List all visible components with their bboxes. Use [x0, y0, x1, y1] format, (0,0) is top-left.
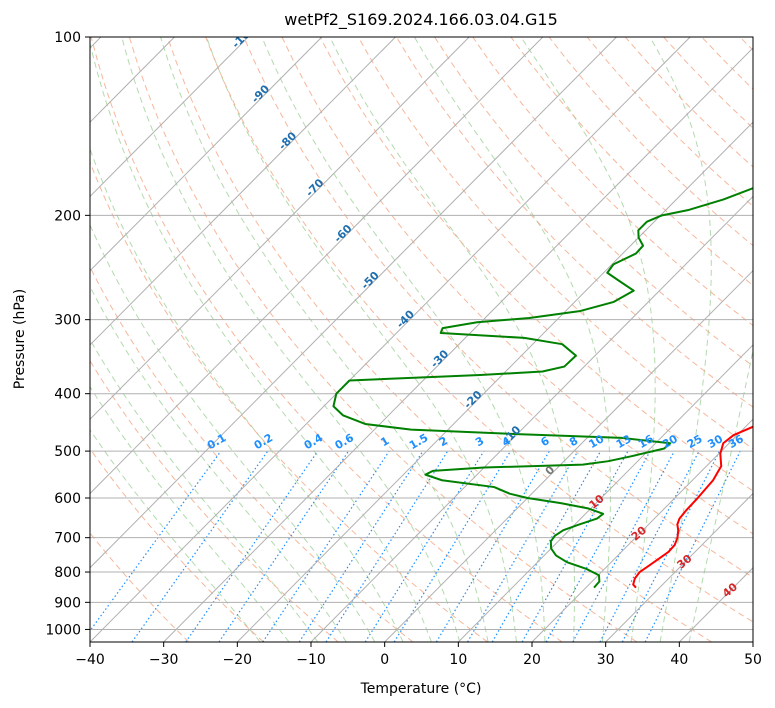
moist-adiabats	[90, 37, 753, 642]
moist-adiabat-line	[520, 37, 656, 642]
y-tick-label: 100	[54, 30, 81, 46]
dry-adiabat-line	[396, 37, 753, 408]
x-tick-label: 40	[670, 652, 688, 668]
y-tick-label: 600	[54, 491, 81, 507]
dry-adiabat-line	[205, 37, 753, 623]
moist-adiabat-line	[90, 338, 319, 642]
x-tick-label: −40	[75, 652, 105, 668]
isotherm-line	[457, 344, 753, 642]
mixing-ratio-line	[218, 450, 350, 642]
isotherm-line	[384, 269, 753, 642]
profile-series	[332, 187, 753, 589]
mixing-ratio-line	[521, 450, 629, 642]
dry-adiabat-line	[90, 37, 563, 642]
mixing-ratio-line	[435, 450, 550, 642]
dry-adiabat-line	[281, 37, 753, 535]
y-axis-ticks: 100 200 300 400 500 600 700 800 900 1000	[45, 30, 90, 638]
dry-adiabat-line	[90, 265, 414, 642]
mixing-ratio-line	[491, 450, 602, 642]
moist-adiabat-line	[206, 37, 517, 642]
y-tick-label: 200	[54, 208, 81, 224]
moist-adiabat-line	[90, 147, 404, 642]
isotherm-line	[90, 37, 249, 198]
y-axis-title: Pressure (hPa)	[12, 289, 28, 389]
y-tick-label: 700	[54, 531, 81, 547]
x-tick-label: 30	[597, 652, 615, 668]
y-tick-label: 900	[54, 595, 81, 611]
chart-title: wetPf2_S169.2024.166.03.04.G15	[284, 10, 558, 30]
dry-adiabat-line	[472, 37, 753, 327]
mixing-ratio-line	[325, 450, 449, 642]
moist-adiabat-line	[413, 37, 611, 642]
mixing-ratio-line	[364, 450, 485, 642]
dry-adiabat-line	[510, 37, 753, 286]
mixing-ratio-line	[131, 450, 269, 642]
moist-adiabat-line	[688, 347, 753, 642]
dry-adiabat-line	[90, 359, 339, 642]
mixing-ratio-line	[466, 450, 579, 642]
temperature-profile-line	[632, 425, 753, 589]
moist-adiabat-line	[90, 428, 261, 642]
isotherm-line	[90, 37, 617, 569]
dry-adiabat-line	[319, 37, 753, 492]
dry-adiabat-line	[357, 37, 753, 450]
y-tick-label: 1000	[45, 622, 81, 638]
x-tick-label: 10	[449, 652, 467, 668]
x-axis-title: Temperature (°C)	[360, 681, 482, 697]
x-tick-label: −20	[223, 652, 253, 668]
x-tick-label: −10	[296, 652, 326, 668]
isotherm-line	[90, 37, 691, 642]
moist-adiabat-line	[90, 41, 432, 642]
pressure-gridlines	[90, 37, 753, 630]
isotherm-line	[310, 195, 753, 642]
isotherm-line	[90, 37, 470, 420]
x-axis-ticks: −40 −30 −20 −10 0 10 20 30 40 50	[75, 642, 762, 668]
moist-adiabat-line	[329, 37, 575, 642]
y-tick-label: 300	[54, 313, 81, 329]
y-tick-label: 800	[54, 565, 81, 581]
dry-adiabat-line	[243, 37, 753, 579]
mixing-ratio-line	[393, 450, 512, 642]
isotherm-line	[605, 492, 753, 642]
plot-area: -100-90-80-70-60-50-40-30-20-1000.10.20.…	[90, 37, 753, 642]
moist-adiabat-line	[160, 37, 489, 642]
dry-adiabat-line	[167, 37, 712, 642]
x-tick-label: 20	[523, 652, 541, 668]
y-tick-label: 500	[54, 444, 81, 460]
mixing-ratio-line	[90, 450, 222, 632]
moist-adiabat-line	[121, 37, 461, 642]
moist-adiabat-line	[90, 385, 290, 642]
isotherm-line	[90, 37, 396, 346]
moist-adiabat-line	[90, 285, 347, 642]
x-tick-label: 50	[744, 652, 762, 668]
moist-adiabat-line	[261, 37, 546, 642]
dry-adiabats	[90, 37, 753, 642]
isotherm-line	[531, 418, 753, 642]
dry-adiabat-line	[90, 447, 264, 642]
dry-adiabat-line	[128, 37, 638, 642]
y-tick-label: 400	[54, 387, 81, 403]
isotherm-line	[90, 37, 544, 495]
isotherm-line	[163, 47, 753, 642]
moist-adiabat-line	[649, 37, 712, 642]
dewpoint-profile-line	[332, 187, 753, 589]
moist-adiabat-line	[90, 223, 376, 642]
isotherm-line	[90, 37, 323, 272]
x-tick-label: 0	[380, 652, 389, 668]
mixing-ratio-line	[572, 450, 675, 642]
mixing-ratio-line	[185, 450, 319, 642]
dry-adiabat-line	[434, 37, 753, 367]
x-tick-label: −30	[149, 652, 179, 668]
isotherms	[90, 37, 753, 642]
plot-frame	[89, 36, 754, 643]
